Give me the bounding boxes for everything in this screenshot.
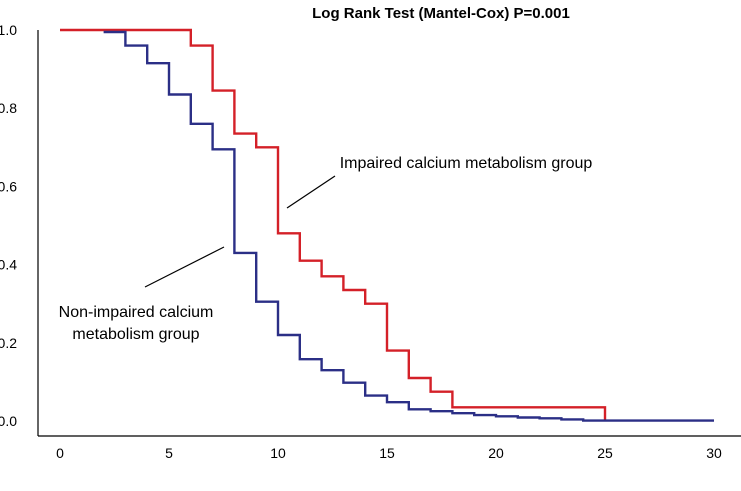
y-tick-label: 0.6 bbox=[0, 178, 17, 194]
y-tick-label: 1.0 bbox=[0, 22, 17, 38]
annotation-impaired-label: Impaired calcium metabolism group bbox=[340, 155, 593, 172]
y-tick-label: 0.2 bbox=[0, 335, 17, 351]
x-tick-label: 10 bbox=[270, 445, 286, 461]
annotation-nonimpaired-label-line2: metabolism group bbox=[72, 326, 199, 343]
axes: 0 5 10 15 20 25 30 0.0 0.2 0.4 0.6 0.8 1.0 bbox=[0, 22, 741, 461]
series-impaired-line bbox=[60, 28, 607, 421]
x-tick-label: 0 bbox=[56, 445, 64, 461]
x-tick-label: 20 bbox=[488, 445, 504, 461]
y-tick-label: 0.8 bbox=[0, 100, 17, 116]
chart-title: Log Rank Test (Mantel-Cox) P=0.001 bbox=[312, 5, 570, 22]
x-tick-label: 5 bbox=[165, 445, 173, 461]
x-tick-label: 30 bbox=[706, 445, 722, 461]
series-group bbox=[60, 28, 714, 422]
annotation-nonimpaired-pointer bbox=[144, 246, 225, 288]
annotation-nonimpaired-label-line1: Non-impaired calcium bbox=[59, 304, 214, 321]
x-tick-label: 15 bbox=[379, 445, 395, 461]
y-tick-label: 0.4 bbox=[0, 257, 17, 273]
y-tick-label: 0.0 bbox=[0, 413, 17, 429]
series-nonimpaired-line bbox=[103, 30, 714, 422]
x-tick-label: 25 bbox=[597, 445, 613, 461]
annotation-impaired-pointer bbox=[286, 175, 336, 209]
